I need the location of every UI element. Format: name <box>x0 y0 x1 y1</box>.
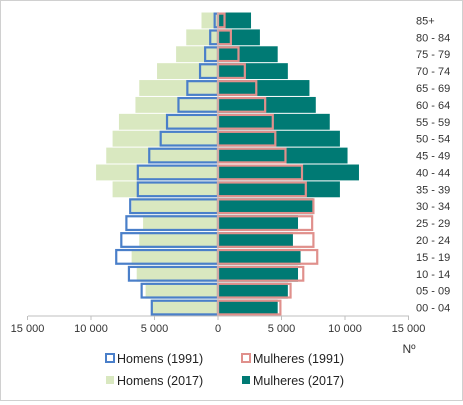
x-tick-label: 5 000 <box>268 323 296 335</box>
bar-mulheres-2017-70-74 <box>218 63 288 80</box>
bar-homens-2017-35-39 <box>112 181 218 198</box>
bar-mulheres-2017-75-79 <box>218 46 278 63</box>
y-tick-label: 60 - 64 <box>416 100 450 112</box>
bar-homens-2017-60-64 <box>135 96 218 113</box>
bar-mulheres-2017-00-04 <box>218 299 278 316</box>
y-tick-label: 00 - 04 <box>416 303 450 315</box>
bars-2017-layer <box>96 12 359 316</box>
bar-homens-2017-65-69 <box>139 80 218 96</box>
bar-mulheres-2017-65-69 <box>218 80 310 96</box>
bar-mulheres-2017-25-29 <box>218 215 299 232</box>
legend-label: Homens (1991) <box>117 352 203 366</box>
x-tick-label: 15 000 <box>11 323 45 335</box>
y-tick-label: 85+ <box>416 15 435 27</box>
bar-mulheres-2017-85+ <box>218 12 252 29</box>
y-tick-label: 75 - 79 <box>416 49 450 61</box>
bar-homens-2017-40-44 <box>96 164 218 181</box>
x-axis-title: Nº <box>402 342 416 356</box>
bar-mulheres-2017-45-49 <box>218 147 348 164</box>
bar-mulheres-2017-05-09 <box>218 282 288 299</box>
x-tick-label: 5 000 <box>141 323 169 335</box>
bar-mulheres-2017-20-24 <box>218 232 293 248</box>
x-tick-label: 15 000 <box>392 323 426 335</box>
x-axis-ticks: 15 000 10 000 5 000 0 5 000 10 000 15 000 <box>11 316 426 335</box>
y-axis-labels: 00 - 04 05 - 09 10 - 14 15 - 19 20 - 24 25 - … <box>416 15 450 314</box>
y-tick-label: 50 - 54 <box>416 134 450 146</box>
bar-homens-2017-45-49 <box>106 147 218 164</box>
y-tick-label: 20 - 24 <box>416 235 450 247</box>
y-tick-label: 40 - 44 <box>416 167 450 179</box>
legend-label: Mulheres (2017) <box>253 374 344 388</box>
y-tick-label: 80 - 84 <box>416 32 450 44</box>
bar-homens-2017-75-79 <box>176 46 218 63</box>
y-tick-label: 30 - 34 <box>416 201 450 213</box>
legend-label: Homens (2017) <box>117 374 203 388</box>
bar-mulheres-2017-80-84 <box>218 29 260 46</box>
y-tick-label: 35 - 39 <box>416 184 450 196</box>
y-tick-label: 55 - 59 <box>416 117 450 129</box>
bar-mulheres-2017-35-39 <box>218 181 340 198</box>
x-tick-label: 10 000 <box>328 323 362 335</box>
y-tick-label: 10 - 14 <box>416 269 450 281</box>
bar-mulheres-2017-15-19 <box>218 248 301 265</box>
y-tick-label: 70 - 74 <box>416 66 450 78</box>
legend-label: Mulheres (1991) <box>253 352 344 366</box>
bar-homens-2017-20-24 <box>139 232 218 248</box>
bar-mulheres-2017-30-34 <box>218 198 314 215</box>
x-tick-label: 10 000 <box>74 323 108 335</box>
bar-homens-2017-70-74 <box>157 63 218 80</box>
bar-homens-2017-05-09 <box>145 282 218 299</box>
bar-homens-2017-80-84 <box>186 29 218 46</box>
bar-homens-2017-55-59 <box>118 113 218 130</box>
y-tick-label: 15 - 19 <box>416 252 450 264</box>
legend-swatch <box>242 376 250 384</box>
y-tick-label: 05 - 09 <box>416 286 450 298</box>
bar-mulheres-2017-55-59 <box>218 113 330 130</box>
bar-homens-2017-15-19 <box>131 248 218 265</box>
bar-mulheres-2017-40-44 <box>218 164 359 181</box>
bar-homens-2017-00-04 <box>151 299 218 316</box>
y-tick-label: 25 - 29 <box>416 218 450 230</box>
y-tick-label: 45 - 49 <box>416 151 450 163</box>
bar-homens-2017-30-34 <box>131 198 218 215</box>
legend-swatch <box>241 353 251 363</box>
bar-mulheres-2017-60-64 <box>218 96 316 113</box>
legend-swatch <box>106 376 114 384</box>
x-tick-label: 0 <box>215 323 221 335</box>
bar-mulheres-2017-50-54 <box>218 130 340 147</box>
y-tick-label: 65 - 69 <box>416 83 450 95</box>
bar-mulheres-2017-10-14 <box>218 265 299 282</box>
bar-homens-2017-50-54 <box>112 130 218 147</box>
legend: Homens (1991) Mulheres (1991) Homens (2017… <box>105 352 344 388</box>
legend-swatch <box>105 353 115 363</box>
bar-homens-2017-25-29 <box>143 215 218 232</box>
bar-homens-2017-10-14 <box>136 265 218 282</box>
